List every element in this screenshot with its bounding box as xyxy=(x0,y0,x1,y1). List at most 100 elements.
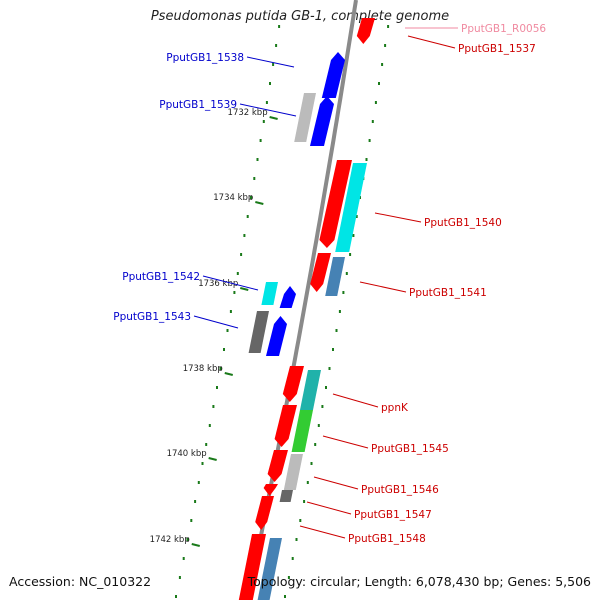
gene-arrow-forward xyxy=(266,316,287,356)
callout-line xyxy=(193,315,239,329)
callout-line xyxy=(359,281,407,293)
callout-line xyxy=(299,525,346,539)
gene-label-ppnk[interactable]: ppnK xyxy=(381,402,409,414)
guide-dot xyxy=(287,576,290,579)
guide-dot xyxy=(272,63,275,66)
gene-arrow-forward xyxy=(261,282,278,305)
gene-label-pputgb1-1547[interactable]: PputGB1_1547 xyxy=(354,509,432,521)
guide-dot xyxy=(190,519,193,522)
guide-dot xyxy=(269,82,271,85)
callout-line xyxy=(313,476,359,490)
gene-arrow-reverse xyxy=(319,160,352,248)
gene-label-pputgb1-1548[interactable]: PputGB1_1548 xyxy=(348,533,426,545)
gene-arrow-forward xyxy=(248,311,269,353)
guide-dot xyxy=(306,481,309,484)
guide-dot xyxy=(317,424,320,427)
callout-line xyxy=(239,103,297,117)
guide-dot xyxy=(243,234,246,237)
guide-dot xyxy=(259,139,262,142)
guide-dot xyxy=(342,291,345,294)
guide-dot xyxy=(349,253,352,256)
scale-tick xyxy=(255,201,264,205)
guide-dot xyxy=(284,595,286,598)
callout-line xyxy=(332,393,379,408)
callout-line xyxy=(306,501,352,515)
gene-arrow-forward xyxy=(321,52,345,98)
guide-dot xyxy=(321,405,324,408)
gene-arrow-reverse xyxy=(282,366,304,402)
scale-label: 1742 kbp xyxy=(150,535,190,545)
scale-tick xyxy=(240,287,249,291)
gene-label-pputgb1-1546[interactable]: PputGB1_1546 xyxy=(361,484,439,496)
scale-label: 1734 kbp xyxy=(213,193,253,203)
guide-dot xyxy=(194,500,197,503)
guide-dot xyxy=(186,538,189,541)
callout-line xyxy=(322,435,369,449)
guide-dot xyxy=(352,234,355,237)
gene-label-pputgb1-1543[interactable]: PputGB1_1543 xyxy=(113,311,191,323)
guide-dot xyxy=(240,253,243,256)
gene-arrow-reverse xyxy=(325,257,345,296)
guide-dot xyxy=(387,25,390,28)
gene-arrow-reverse xyxy=(238,534,266,600)
gene-arrow-reverse xyxy=(255,496,274,530)
scale-label: 1740 kbp xyxy=(167,449,207,459)
guide-dot xyxy=(278,25,281,28)
accession-text: Accession: NC_010322 xyxy=(9,574,152,589)
guide-dot xyxy=(223,348,225,351)
gene-arrow-forward xyxy=(279,286,296,308)
scale-label: 1732 kbp xyxy=(228,108,268,118)
scale-label: 1738 kbp xyxy=(183,364,223,374)
gene-label-pputgb1-1542[interactable]: PputGB1_1542 xyxy=(122,271,200,283)
gene-arrow-reverse xyxy=(279,490,293,502)
gene-label-pputgb1-1545[interactable]: PputGB1_1545 xyxy=(371,443,449,455)
genome-title: Pseudomonas putida GB-1, complete genome xyxy=(150,9,450,24)
guide-dot xyxy=(246,215,249,218)
guide-dot xyxy=(338,310,341,313)
guide-dot xyxy=(219,367,222,370)
gene-arrow-reverse xyxy=(263,484,278,496)
guide-dot xyxy=(355,215,358,218)
gene-arrow-forward xyxy=(294,93,316,142)
guide-dot xyxy=(233,291,236,294)
callout-line xyxy=(374,212,422,223)
guide-dot xyxy=(256,158,259,161)
guide-dot xyxy=(384,44,387,47)
callout-line xyxy=(202,275,259,291)
guide-dot xyxy=(299,519,302,522)
callout-line xyxy=(246,56,295,68)
gene-arrow-reverse xyxy=(274,405,297,447)
gene-arrow-reverse xyxy=(356,18,375,44)
guide-dot xyxy=(201,462,204,465)
guide-dot xyxy=(303,500,306,503)
gene-arrow-reverse xyxy=(335,163,367,252)
guide-dot xyxy=(229,310,232,313)
gene-label-pputgb1-1540[interactable]: PputGB1_1540 xyxy=(424,217,502,229)
gene-label-pputgb1-1539[interactable]: PputGB1_1539 xyxy=(159,99,237,111)
guide-dot xyxy=(262,120,265,123)
gene-label-pputgb1-1541[interactable]: PputGB1_1541 xyxy=(409,287,487,299)
guide-dot xyxy=(236,272,239,275)
guide-dot xyxy=(182,557,185,560)
gene-arrow-forward xyxy=(310,96,334,146)
scale-tick xyxy=(269,116,278,120)
callout-line xyxy=(407,35,456,49)
gene-arrow-reverse xyxy=(267,450,288,482)
guide-dot xyxy=(175,595,177,598)
guide-dot xyxy=(226,329,229,332)
guide-dot xyxy=(275,44,278,47)
scale-tick xyxy=(208,457,217,461)
gene-label-pputgb1-1538[interactable]: PputGB1_1538 xyxy=(166,52,244,64)
guide-dot xyxy=(212,405,215,408)
guide-dot xyxy=(332,348,334,351)
guide-dot xyxy=(178,576,181,579)
guide-dot xyxy=(216,386,218,389)
gene-arrow-reverse xyxy=(257,538,282,600)
gene-arrow-reverse xyxy=(300,370,321,410)
guide-dot xyxy=(295,538,298,541)
gene-label-pputgb1-1537[interactable]: PputGB1_1537 xyxy=(458,43,536,55)
guide-dot xyxy=(378,82,380,85)
scale-tick xyxy=(191,543,200,547)
gene-label-pputgb1-r0056[interactable]: PputGB1_R0056 xyxy=(461,23,546,35)
scale-label: 1736 kbp xyxy=(198,279,238,289)
